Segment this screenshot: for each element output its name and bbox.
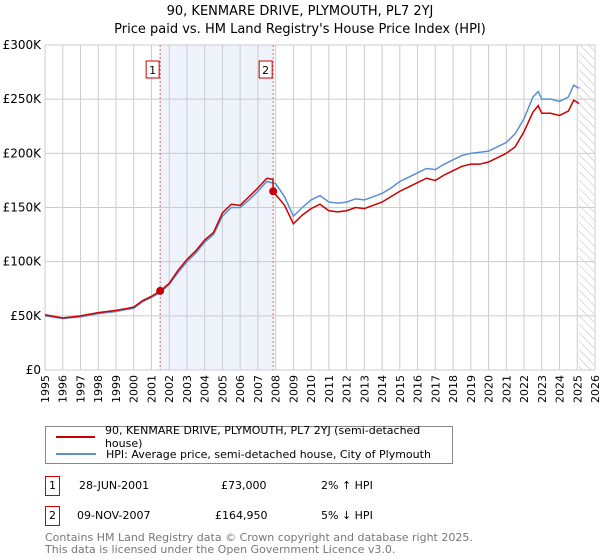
sale-label: 1 — [149, 64, 156, 77]
x-tick-label: 1995 — [39, 375, 52, 403]
x-tick-label: 2018 — [447, 375, 460, 403]
x-tick-label: 2021 — [500, 375, 513, 403]
x-tick-label: 2014 — [376, 375, 389, 403]
legend-label: HPI: Average price, semi-detached house,… — [106, 447, 431, 461]
sale-hpi: 2% ↑ HPI — [321, 479, 373, 492]
x-tick-label: 2020 — [483, 375, 496, 403]
x-tick-label: 2010 — [305, 375, 318, 403]
sale-price: £73,000 — [221, 479, 267, 492]
footer-copyright: Contains HM Land Registry data © Crown c… — [45, 531, 473, 544]
x-tick-label: 2015 — [394, 375, 407, 403]
x-tick-label: 2016 — [412, 375, 425, 403]
sale-hpi: 5% ↓ HPI — [321, 509, 373, 522]
footer-licence: This data is licensed under the Open Gov… — [45, 543, 396, 556]
sale-row-2: 2 09-NOV-2007 £164,950 5% ↓ HPI — [45, 506, 445, 526]
y-tick-label: £50K — [10, 309, 42, 323]
x-tick-label: 2006 — [234, 375, 247, 403]
legend-item-property: 90, KENMARE DRIVE, PLYMOUTH, PL7 2YJ (se… — [56, 424, 452, 450]
chart-title: 90, KENMARE DRIVE, PLYMOUTH, PL7 2YJ — [166, 4, 434, 19]
sale-point — [156, 286, 165, 295]
x-tick-label: 2025 — [571, 375, 584, 403]
x-tick-label: 2022 — [518, 375, 531, 403]
property-line — [44, 99, 580, 319]
x-tick-label: 2000 — [128, 375, 141, 403]
hpi-line — [44, 83, 580, 320]
y-tick-label: £200K — [3, 146, 43, 160]
legend-item-hpi: HPI: Average price, semi-detached house,… — [56, 446, 431, 462]
x-tick-label: 2011 — [323, 375, 336, 403]
y-tick-label: £100K — [3, 255, 43, 269]
plot-frame — [44, 44, 596, 371]
sale-marker: 1 — [45, 476, 60, 496]
sale-row-1: 1 28-JUN-2001 £73,000 2% ↑ HPI — [45, 476, 445, 496]
sale-date: 09-NOV-2007 — [77, 509, 151, 522]
y-tick-label: £250K — [3, 92, 43, 106]
x-tick-label: 2003 — [181, 375, 194, 403]
sale-price: £164,950 — [215, 509, 268, 522]
x-tick-label: 2023 — [536, 375, 549, 403]
sale-label-box — [258, 60, 273, 79]
x-tick-label: 1997 — [74, 375, 87, 403]
x-tick-label: 2005 — [216, 375, 229, 403]
x-tick-label: 2001 — [145, 375, 158, 403]
x-tick-label: 1998 — [92, 375, 105, 403]
legend: 90, KENMARE DRIVE, PLYMOUTH, PL7 2YJ (se… — [45, 424, 453, 464]
price-chart: 1995 1996 1997 1998 1999 2000 2001 2002 2003 2004… — [3, 38, 600, 403]
x-tick-label: 1999 — [110, 375, 123, 403]
chart-subtitle: Price paid vs. HM Land Registry's House … — [114, 22, 486, 37]
x-tick-label: 2013 — [358, 375, 371, 403]
x-tick-label: 2004 — [199, 375, 212, 403]
sale-date: 28-JUN-2001 — [79, 479, 150, 492]
x-tick-label: 2012 — [341, 375, 354, 403]
sale-label: 2 — [262, 64, 269, 77]
y-tick-label: £150K — [3, 201, 43, 215]
sale-label-box — [145, 60, 160, 79]
sale-marker: 2 — [45, 506, 60, 526]
sale-point — [269, 187, 278, 196]
x-tick-label: 1996 — [57, 375, 70, 403]
y-tick-label: £300K — [3, 38, 43, 52]
x-tick-label: 2007 — [252, 375, 265, 403]
x-tick-label: 2017 — [429, 375, 442, 403]
x-tick-label: 2024 — [554, 375, 567, 403]
x-tick-label: 2009 — [287, 375, 300, 403]
x-tick-label: 2008 — [270, 375, 283, 403]
y-tick-label: £0 — [26, 363, 41, 377]
x-tick-label: 2002 — [163, 375, 176, 403]
x-tick-label: 2026 — [589, 375, 600, 403]
legend-label: 90, KENMARE DRIVE, PLYMOUTH, PL7 2YJ (se… — [104, 424, 421, 450]
x-tick-label: 2019 — [465, 375, 478, 403]
